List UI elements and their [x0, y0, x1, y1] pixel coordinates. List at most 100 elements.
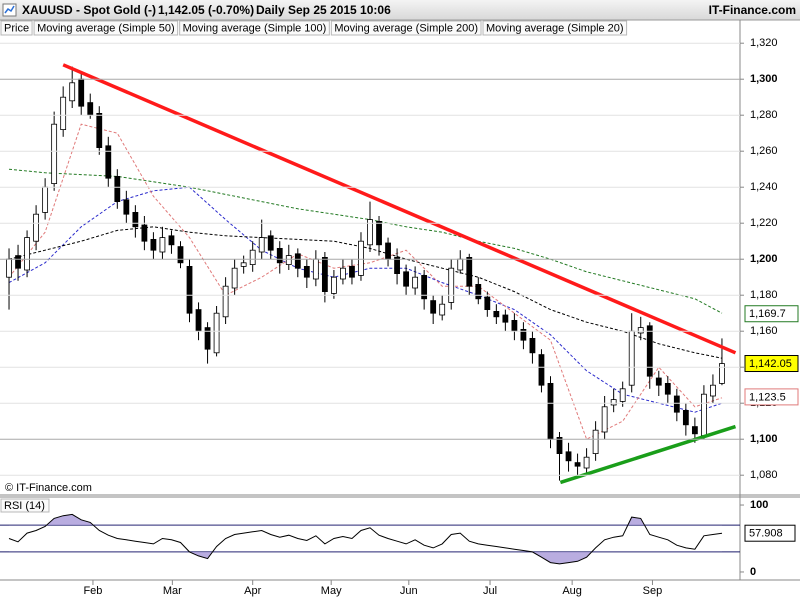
main-plot	[6, 63, 737, 485]
candle-body	[78, 78, 85, 107]
candle-body	[312, 258, 319, 280]
y-tick-label: 1,260	[750, 145, 778, 157]
y-tick-label: 1,200	[750, 253, 778, 265]
candle-body	[601, 406, 608, 433]
candle-body	[150, 238, 157, 251]
candle-body	[457, 258, 464, 271]
candle-body	[710, 384, 716, 397]
brand: IT-Finance.com	[709, 3, 796, 17]
rsi-line	[8, 513, 723, 565]
legend-entry: Moving average (Simple 20)	[486, 22, 624, 34]
rsi-value-label: 57.908	[749, 528, 783, 540]
candle-body	[547, 382, 554, 440]
y-tick-label: 1,080	[750, 469, 778, 481]
legend-box	[330, 20, 482, 36]
y-tick-label: 1,100	[750, 433, 778, 445]
header-bar	[0, 0, 800, 20]
candle-body	[60, 96, 67, 130]
y-tick-label: 1,280	[750, 109, 778, 121]
candle-body	[177, 246, 184, 264]
candle-body	[619, 388, 626, 402]
trendline	[559, 424, 737, 485]
candle-body	[222, 285, 229, 318]
candle-body	[673, 395, 680, 413]
candle-body	[646, 325, 653, 377]
candle-body	[331, 276, 337, 294]
candle-body	[231, 267, 238, 289]
candle-body	[682, 409, 689, 426]
trendline	[62, 63, 737, 355]
candle-body	[529, 337, 536, 354]
candle-body	[493, 310, 500, 318]
candle-body	[87, 102, 94, 116]
candle-body	[195, 309, 202, 332]
legend-box	[0, 20, 33, 36]
y-tick-label: 1,240	[750, 181, 778, 193]
period: Daily	[256, 3, 285, 17]
candle-body	[430, 300, 437, 314]
candle-body	[466, 256, 473, 287]
y-tick-label: 1,160	[750, 325, 778, 337]
candle-body	[285, 255, 292, 266]
candle-body	[520, 328, 527, 341]
candle-body	[610, 399, 617, 406]
y-tick-label: 100	[750, 499, 768, 511]
candle-body	[24, 237, 30, 271]
x-tick-label: Jul	[483, 585, 497, 597]
candle-body	[592, 429, 599, 455]
rsi-value-box	[744, 524, 796, 542]
candle-body	[123, 199, 130, 215]
watermark: © IT-Finance.com	[5, 482, 92, 494]
moving-average-line	[8, 123, 723, 440]
candle-body	[15, 255, 21, 269]
candle-body	[204, 327, 211, 350]
candle-body	[132, 211, 139, 228]
price-label: 1,169.7	[749, 308, 786, 320]
panel-title: RSI (14)	[4, 500, 45, 512]
candle-body	[385, 242, 391, 260]
moving-average-line	[8, 186, 723, 413]
x-tick-label: Aug	[562, 585, 582, 597]
candle-body	[33, 213, 39, 242]
candle-body	[105, 145, 112, 179]
candle-body	[186, 265, 193, 314]
chart-icon-line	[4, 5, 15, 14]
candle-body	[141, 224, 148, 242]
candle-body	[583, 456, 590, 469]
legend-entry: Moving average (Simple 50)	[37, 22, 175, 34]
candle-body	[249, 249, 256, 265]
candle-body	[6, 258, 12, 278]
candle-body	[367, 219, 373, 246]
price-label-box	[744, 305, 799, 323]
legend-box	[482, 20, 628, 36]
y-tick-label: 0	[750, 566, 756, 578]
candle-body	[294, 253, 301, 269]
candle-body	[502, 314, 509, 323]
panel-title-box	[0, 498, 50, 513]
candle-body	[159, 237, 166, 253]
symbol: XAUUSD - Spot Gold (-)	[22, 3, 156, 17]
x-tick-label: Feb	[83, 585, 102, 597]
legend-entry: Moving average (Simple 200)	[334, 22, 478, 34]
datetime: Sep 25 2015 10:06	[288, 3, 391, 17]
x-tick-label: Mar	[163, 585, 182, 597]
candle-body	[403, 271, 409, 287]
candle-body	[421, 274, 428, 300]
candle-body	[358, 240, 364, 276]
x-tick-label: Jun	[400, 585, 418, 597]
candle-body	[511, 319, 518, 332]
candle-body	[628, 330, 635, 386]
candle-body	[664, 382, 671, 395]
candle-body	[267, 235, 274, 251]
candle-body	[168, 235, 175, 246]
candle-body	[96, 113, 103, 149]
candle-body	[556, 436, 563, 454]
legend-entry: Price	[4, 22, 29, 34]
candle-body	[240, 262, 247, 267]
quote: 1,142.05 (-0.70%)	[158, 3, 254, 17]
candle-body	[574, 462, 581, 467]
y-tick-label: 1,180	[750, 289, 778, 301]
candle-body	[655, 377, 662, 386]
price-label: 1,142.05	[749, 358, 792, 370]
